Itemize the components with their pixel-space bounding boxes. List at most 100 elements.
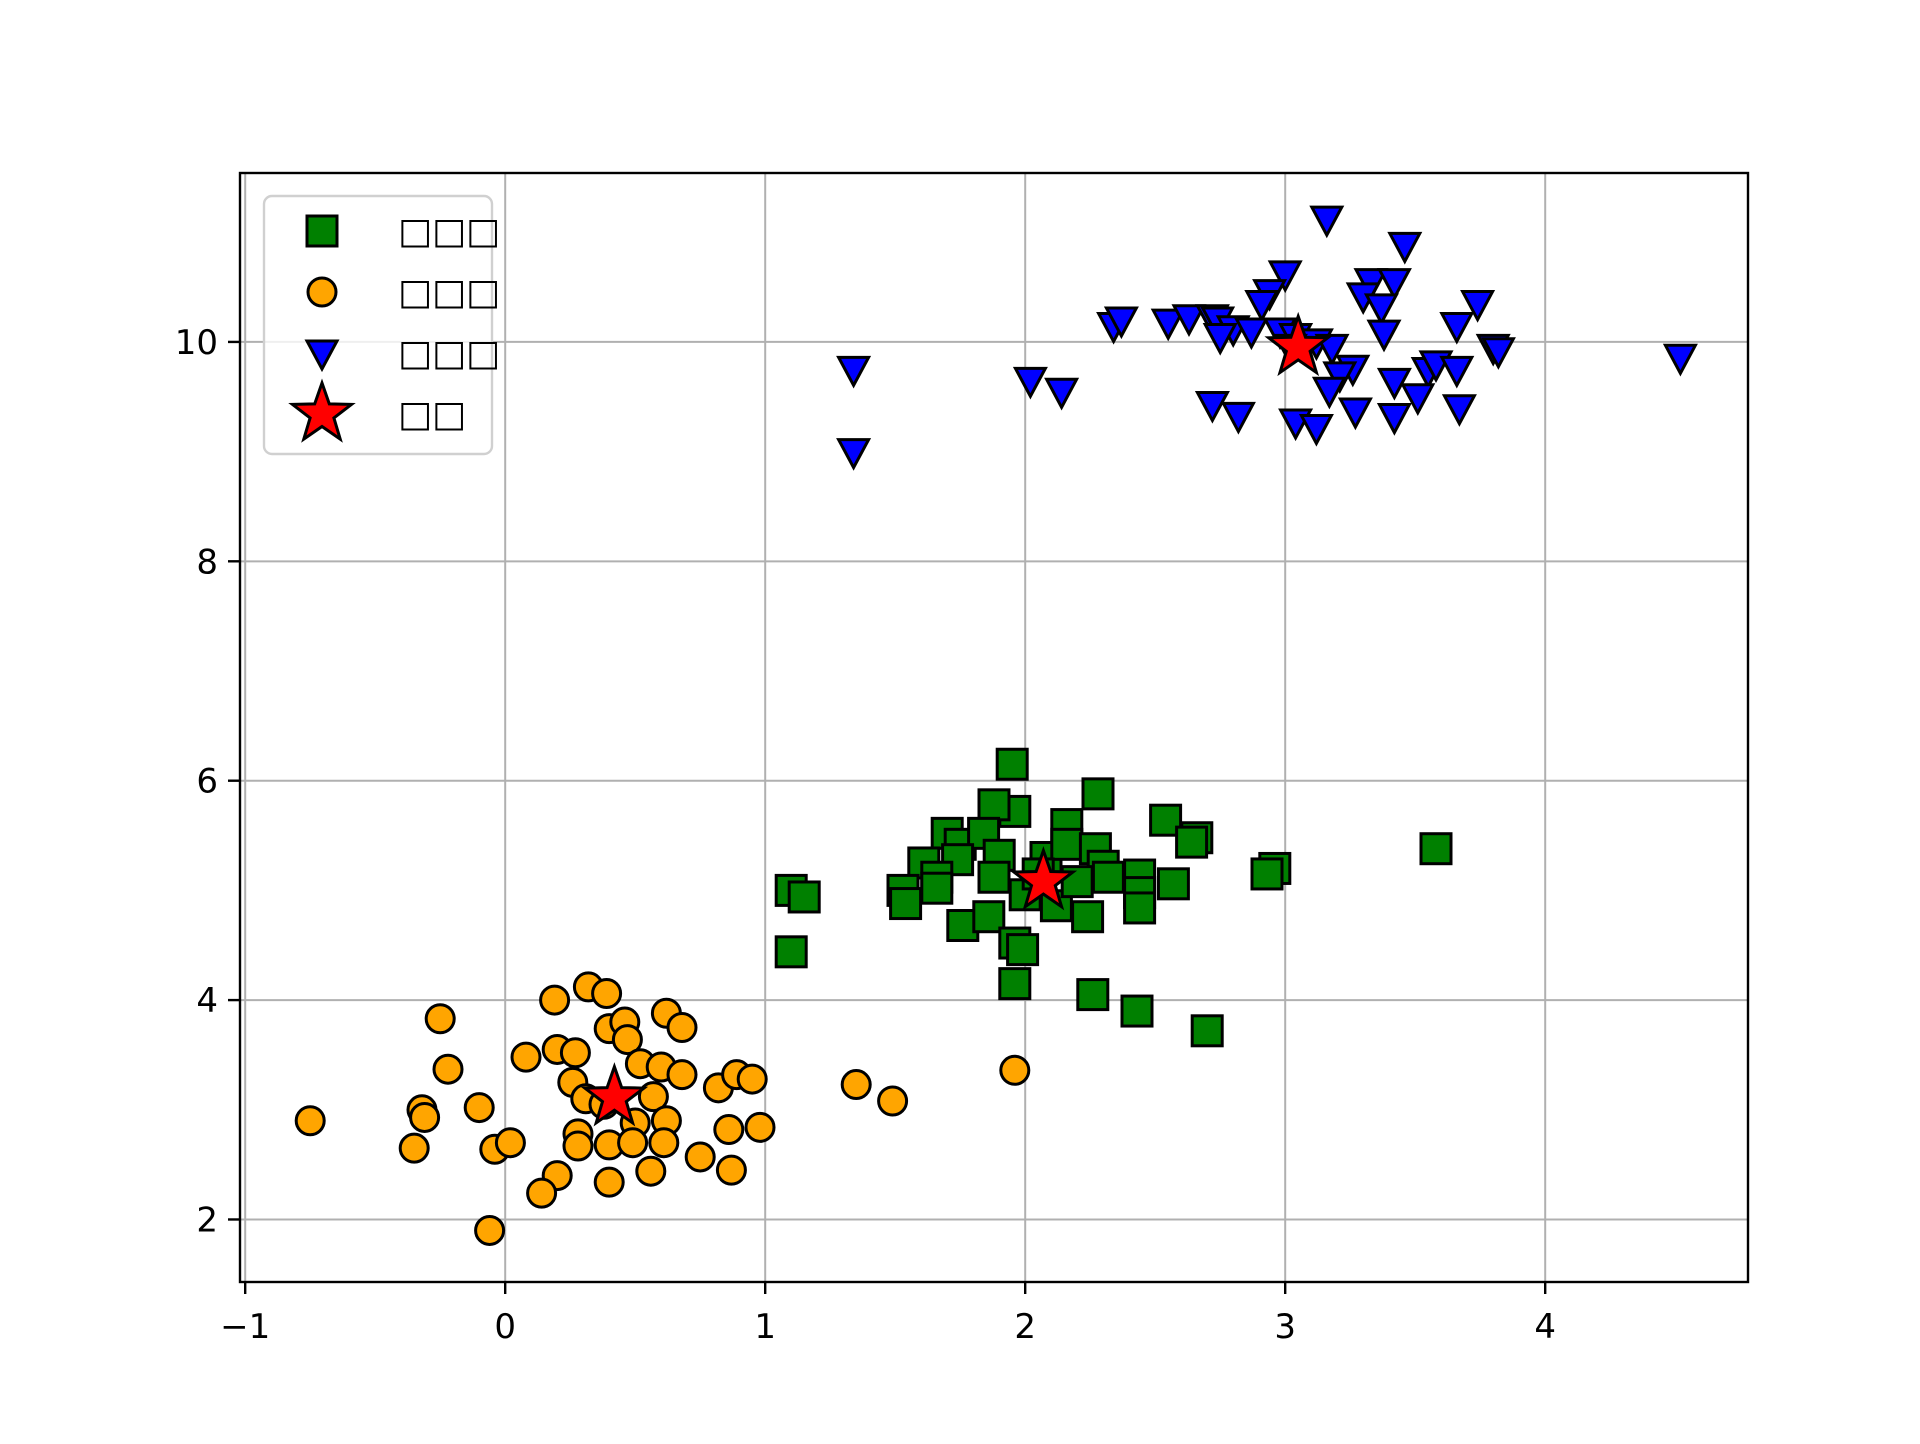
green-square-point (920, 871, 954, 905)
legend-label: □□□ (398, 211, 500, 252)
series-circle (294, 971, 1031, 1246)
blue-triangle-point (1244, 290, 1280, 323)
orange-circle-point (999, 1054, 1031, 1086)
blue-triangle-point (1194, 390, 1230, 424)
green-square-point (1050, 827, 1084, 861)
blue-triangle-point (836, 438, 872, 471)
green-square-point (1076, 978, 1110, 1012)
legend: □□□□□□□□□□□ (262, 194, 500, 456)
blue-triangle-point (1150, 308, 1186, 342)
orange-circle-point (713, 1114, 745, 1146)
blue-triangle-point (1387, 231, 1423, 265)
red-star-centroid (1264, 311, 1332, 377)
legend-item: □□ (288, 378, 466, 443)
axis-ticks: −1 0 1 2 3 4 2 4 6 8 10 (175, 323, 1556, 1347)
series-triangle_down (836, 205, 1698, 471)
legend-green-square-icon (305, 214, 339, 248)
orange-circle-point (617, 1127, 649, 1159)
blue-triangle-point (1267, 260, 1303, 294)
series-square (774, 747, 1453, 1048)
orange-circle-point (409, 1101, 441, 1133)
green-square-point (1175, 825, 1209, 859)
blue-triangle-point (1480, 337, 1516, 370)
orange-circle-point (611, 1024, 643, 1056)
orange-circle-point (294, 1105, 326, 1137)
data-points (294, 205, 1698, 1246)
green-square-point (998, 967, 1032, 1001)
orange-circle-point (877, 1085, 909, 1117)
orange-circle-point (463, 1092, 495, 1124)
blue-triangle-point (1220, 401, 1256, 435)
orange-circle-point (840, 1069, 872, 1101)
orange-circle-point (526, 1177, 558, 1209)
legend-label: □□ (398, 394, 466, 435)
x-tick-label: −1 (220, 1307, 270, 1347)
blue-triangle-point (1441, 394, 1477, 427)
blue-triangle-point (1376, 403, 1412, 436)
orange-circle-point (666, 1012, 698, 1044)
orange-circle-point (666, 1059, 698, 1091)
green-square-point (1071, 900, 1105, 934)
legend-item: □□□ (304, 333, 500, 374)
legend-red-star-centroid-icon (288, 378, 356, 443)
series-star (580, 311, 1332, 1127)
x-tick-label: 3 (1274, 1307, 1296, 1347)
legend-item: □□□ (305, 211, 500, 252)
blue-triangle-point (1171, 304, 1207, 337)
y-tick-label: 8 (196, 542, 218, 582)
orange-circle-point (593, 1166, 625, 1198)
blue-triangle-point (1233, 317, 1269, 351)
blue-triangle-point (1337, 397, 1373, 431)
y-tick-label: 10 (175, 323, 218, 363)
blue-triangle-point (1103, 306, 1139, 340)
blue-triangle-point (1439, 311, 1475, 345)
green-square-point (1120, 994, 1154, 1028)
green-square-point (787, 880, 821, 914)
orange-circle-point (591, 978, 623, 1010)
blue-triangle-point (1012, 366, 1048, 400)
green-square-point (1419, 832, 1453, 866)
orange-circle-point (432, 1053, 464, 1085)
green-square-point (774, 935, 808, 969)
legend-blue-triangle-icon (304, 339, 340, 373)
x-tick-label: 2 (1014, 1307, 1036, 1347)
orange-circle-point (744, 1111, 776, 1143)
orange-circle-point (474, 1214, 506, 1246)
blue-triangle-point (1363, 293, 1399, 327)
axes-frame (238, 171, 1750, 1284)
green-square-point (1250, 857, 1284, 891)
blue-triangle-point (1460, 290, 1496, 323)
orange-circle-point (648, 1127, 680, 1159)
green-square-point (1006, 933, 1040, 967)
blue-triangle-point (1376, 268, 1412, 301)
legend-label: □□□ (398, 333, 500, 374)
green-square-point (977, 860, 1011, 894)
y-tick-label: 4 (196, 981, 218, 1021)
blue-triangle-point (1298, 413, 1334, 447)
green-square-point (1081, 777, 1115, 811)
blue-triangle-point (836, 355, 872, 389)
blue-triangle-point (1202, 322, 1238, 356)
orange-circle-point (539, 984, 571, 1016)
y-tick-label: 2 (196, 1200, 218, 1240)
blue-triangle-point (1439, 355, 1475, 389)
red-star-centroid (1009, 846, 1078, 911)
blue-triangle-point (1400, 383, 1436, 416)
y-tick-label: 6 (196, 762, 218, 802)
orange-circle-point (494, 1127, 526, 1159)
green-square-point (995, 747, 1029, 781)
green-square-point (1190, 1014, 1224, 1048)
red-star-centroid (580, 1062, 649, 1127)
orange-circle-point (637, 1081, 669, 1113)
blue-triangle-point (1311, 376, 1347, 410)
orange-circle-point (510, 1041, 542, 1073)
legend-label: □□□ (398, 272, 500, 313)
blue-triangle-point (1044, 377, 1080, 411)
blue-triangle-point (1309, 205, 1345, 239)
orange-circle-point (684, 1141, 716, 1173)
green-square-point (977, 788, 1011, 822)
orange-circle-point (398, 1132, 430, 1164)
orange-circle-point (559, 1037, 591, 1069)
